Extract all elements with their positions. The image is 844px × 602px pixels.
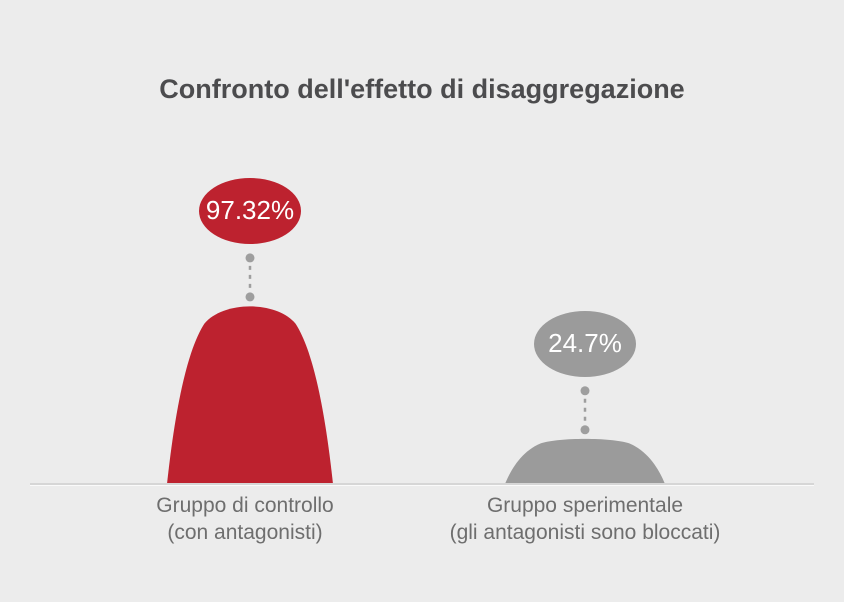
control-value-badge: 97.32% xyxy=(199,177,301,244)
control-group-name: Gruppo di controllo xyxy=(156,494,334,517)
chart-title: Confronto dell'effetto di disaggregazion… xyxy=(159,74,685,104)
connector-dot-1-1 xyxy=(580,425,590,435)
control-group-label: Gruppo di controllo (con antagonisti) xyxy=(65,492,425,546)
connector-dot-0-0 xyxy=(245,253,255,263)
experimental-value-badge: 24.7% xyxy=(534,310,636,377)
baseline-axis xyxy=(30,483,814,486)
experimental-group-label: Gruppo sperimentale (gli antagonisti son… xyxy=(405,492,765,546)
bell-curve-0 xyxy=(167,306,333,484)
connector-dot-1-0 xyxy=(580,386,590,396)
experimental-value-label: 24.7% xyxy=(548,328,622,359)
control-value-label: 97.32% xyxy=(205,195,295,226)
bell-curve-1 xyxy=(505,438,665,484)
connector-dot-0-1 xyxy=(245,292,255,302)
control-group-sublabel: (con antagonisti) xyxy=(167,521,323,544)
experimental-group-sublabel: (gli antagonisti sono bloccati) xyxy=(449,521,721,544)
experimental-group-name: Gruppo sperimentale xyxy=(486,494,684,517)
